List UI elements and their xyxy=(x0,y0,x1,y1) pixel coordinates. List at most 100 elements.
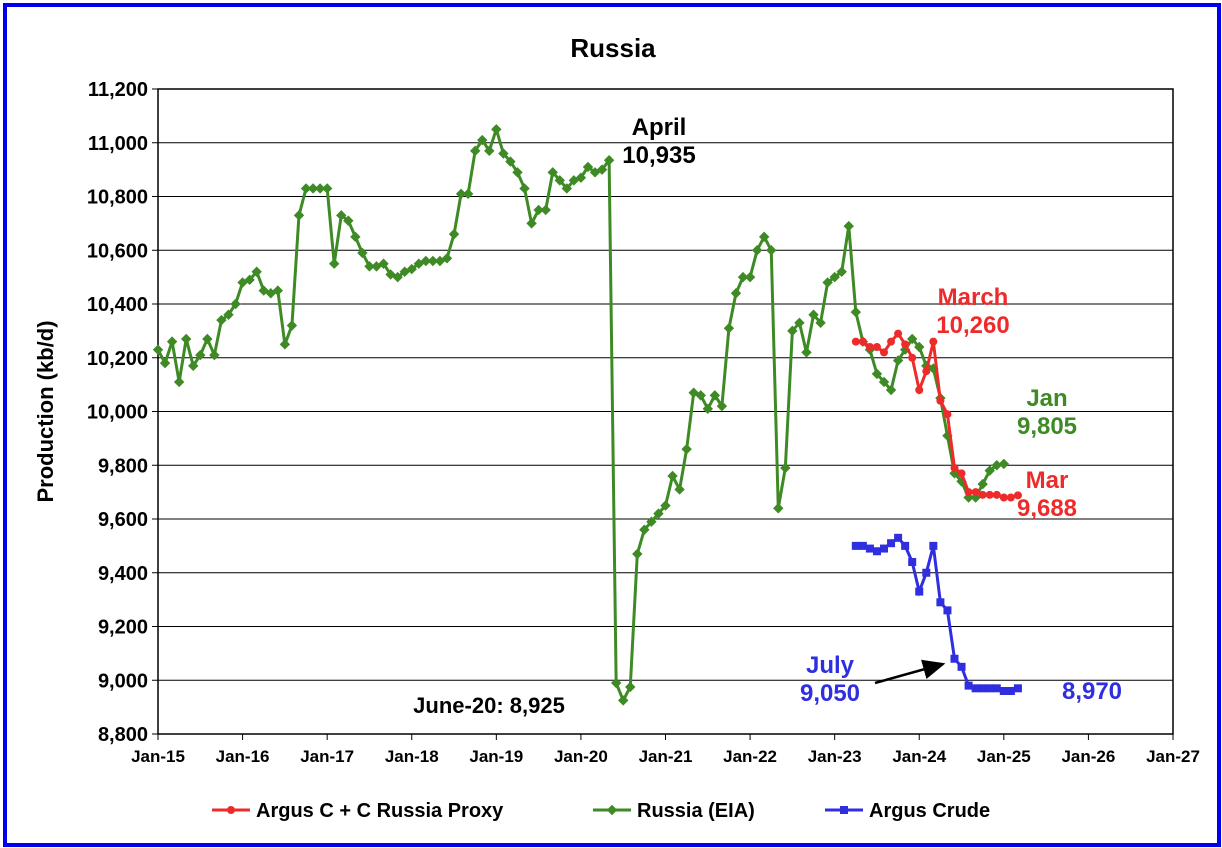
annotation-line: 9,688 xyxy=(1017,495,1077,522)
y-tick-label: 10,600 xyxy=(87,240,148,262)
legend-item: Argus C + C Russia Proxy xyxy=(212,800,504,822)
data-point xyxy=(561,183,573,194)
data-point xyxy=(547,167,558,178)
data-point xyxy=(300,183,312,194)
data-point xyxy=(209,349,220,361)
y-tick-label: 10,800 xyxy=(87,187,148,209)
annotation-june: June-20: 8,925 xyxy=(413,693,565,718)
series-argus-crude xyxy=(851,533,1022,695)
x-tick-label: Jan-22 xyxy=(723,747,777,766)
data-point xyxy=(660,500,671,511)
x-tick-label: Jan-17 xyxy=(300,747,354,766)
data-point xyxy=(223,309,234,320)
series-argus-c-c-russia-proxy xyxy=(851,329,1022,502)
data-point xyxy=(477,134,488,146)
data-point xyxy=(773,503,784,514)
data-point xyxy=(202,333,213,345)
data-point xyxy=(441,253,453,264)
data-point xyxy=(491,124,502,135)
data-point xyxy=(794,317,805,329)
data-point xyxy=(723,322,735,334)
data-point xyxy=(872,547,881,556)
data-point xyxy=(462,188,474,200)
y-tick-label: 10,000 xyxy=(87,402,148,424)
data-point xyxy=(901,340,910,349)
data-point xyxy=(929,541,938,550)
x-tick-label: Jan-20 xyxy=(554,747,608,766)
annotation-line: April xyxy=(632,114,687,141)
data-point xyxy=(858,541,867,550)
data-point xyxy=(943,606,952,615)
data-point xyxy=(985,684,994,693)
data-point xyxy=(1006,493,1015,502)
data-point xyxy=(880,348,889,357)
chart-title: Russia xyxy=(570,33,656,63)
data-point xyxy=(999,493,1008,502)
data-point xyxy=(943,410,952,419)
y-tick-label: 10,200 xyxy=(87,348,148,370)
data-point xyxy=(554,175,565,186)
annotation-line: 9,805 xyxy=(1017,413,1077,440)
data-point xyxy=(695,390,706,401)
data-point xyxy=(216,314,227,326)
data-point xyxy=(618,695,629,706)
data-point xyxy=(829,271,840,283)
data-point xyxy=(858,337,867,346)
y-tick-label: 9,200 xyxy=(98,617,148,639)
data-point xyxy=(851,541,860,550)
legend: Argus C + C Russia Proxy Russia (EIA) Argu… xyxy=(212,800,990,822)
data-point xyxy=(978,490,987,499)
data-point xyxy=(314,183,326,194)
data-point xyxy=(928,363,939,374)
data-point xyxy=(915,386,924,394)
data-point xyxy=(751,245,763,256)
annotation-line: July xyxy=(806,652,855,679)
data-point xyxy=(484,145,495,157)
data-point xyxy=(667,470,678,482)
data-point xyxy=(589,167,601,178)
data-point xyxy=(872,343,881,351)
data-point xyxy=(343,215,354,226)
data-point xyxy=(971,684,980,693)
data-point xyxy=(843,220,854,232)
data-point xyxy=(737,271,749,283)
annotation-april: April 10,935 xyxy=(622,114,695,169)
x-tick-label: Jan-26 xyxy=(1061,747,1115,766)
data-point xyxy=(159,357,171,369)
data-point xyxy=(350,231,361,243)
data-point xyxy=(406,263,417,275)
x-axis: Jan-15 Jan-16 Jan-17 Jan-18 Jan-19 Jan-20 Jan-… xyxy=(131,734,1200,766)
legend-label: Argus Crude xyxy=(869,800,990,822)
data-point xyxy=(498,148,509,159)
data-point xyxy=(1006,687,1015,695)
annotation-line: 8,970 xyxy=(1062,678,1122,705)
data-point xyxy=(610,677,622,689)
data-point xyxy=(244,274,255,286)
data-point xyxy=(999,687,1008,695)
annotation-line: 10,260 xyxy=(936,312,1009,339)
data-point xyxy=(180,333,192,345)
data-point xyxy=(526,218,537,229)
data-point xyxy=(957,469,966,478)
data-point xyxy=(922,367,931,376)
data-point xyxy=(702,403,713,415)
data-point xyxy=(392,271,403,283)
y-axis-label: Production (kb/d) xyxy=(33,320,58,502)
data-point xyxy=(152,344,164,355)
data-point xyxy=(950,654,959,663)
annotation-line: June-20: 8,925 xyxy=(413,693,565,718)
data-point xyxy=(606,804,618,816)
data-point xyxy=(865,343,874,351)
data-point xyxy=(674,484,685,495)
data-point xyxy=(977,478,988,490)
data-point xyxy=(892,355,904,366)
data-point xyxy=(357,247,368,259)
y-axis: 8,800 9,000 9,200 9,400 9,600 9,800 10,000 10,2… xyxy=(87,79,158,746)
data-point xyxy=(625,681,636,693)
x-tick-label: Jan-27 xyxy=(1146,747,1200,766)
grid xyxy=(158,88,1173,735)
data-point xyxy=(936,396,945,405)
data-point xyxy=(908,558,917,566)
data-point xyxy=(780,462,791,474)
